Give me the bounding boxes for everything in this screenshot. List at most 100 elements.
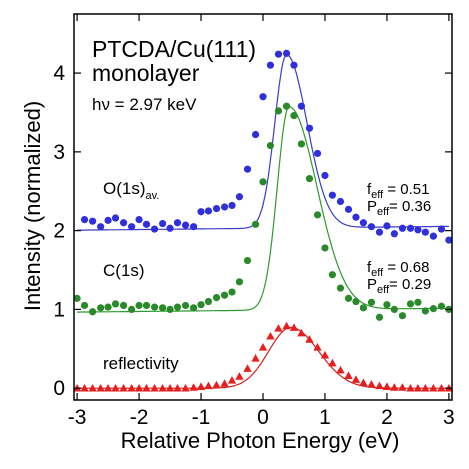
- series-label-carbon: C(1s): [103, 261, 145, 280]
- data-point: [189, 383, 198, 391]
- data-point: [166, 224, 174, 232]
- data-point: [212, 380, 221, 389]
- x-axis-title: Relative Photon Energy (eV): [121, 428, 400, 453]
- data-point: [437, 302, 446, 310]
- data-point: [235, 372, 244, 380]
- data-point: [97, 223, 105, 231]
- data-point: [398, 312, 407, 320]
- data-point: [437, 383, 446, 392]
- data-point: [128, 223, 136, 231]
- data-point: [398, 383, 407, 391]
- series-label-reflectivity: reflectivity: [103, 354, 179, 373]
- data-point: [390, 230, 398, 238]
- data-point: [344, 205, 353, 213]
- carbon-p-eff: Peff= 0.29: [367, 276, 431, 296]
- data-point: [111, 300, 120, 308]
- data-point: [375, 228, 384, 236]
- data-point: [367, 223, 376, 231]
- data-point: [320, 350, 330, 359]
- data-point: [235, 278, 244, 286]
- chart-title-line-2: monolayer: [92, 60, 200, 86]
- data-point: [212, 293, 221, 302]
- data-point: [359, 378, 368, 387]
- data-point: [197, 301, 205, 309]
- chart-title-line-1: PTCDA/Cu(111): [92, 36, 256, 62]
- data-point: [197, 208, 205, 216]
- data-point: [88, 383, 97, 392]
- data-point: [158, 383, 167, 392]
- data-point: [104, 216, 112, 224]
- data-point: [181, 383, 190, 392]
- oxygen-p-eff: Peff= 0.36: [367, 198, 431, 218]
- data-point: [359, 304, 367, 312]
- data-point: [321, 171, 329, 180]
- data-point: [259, 178, 267, 186]
- data-point: [159, 219, 167, 228]
- data-point: [196, 382, 206, 390]
- data-point: [135, 301, 143, 310]
- data-point: [80, 301, 89, 310]
- data-point: [96, 383, 105, 392]
- oxygen-f-eff: feff = 0.51: [367, 181, 430, 201]
- data-point: [266, 331, 275, 340]
- data-point: [282, 49, 291, 57]
- data-point: [290, 61, 298, 69]
- data-point: [243, 256, 252, 265]
- data-point: [421, 228, 429, 236]
- data-point: [344, 294, 353, 302]
- data-point: [111, 383, 120, 392]
- data-point: [104, 303, 112, 311]
- data-point: [251, 130, 260, 139]
- data-point: [344, 371, 353, 379]
- data-point: [336, 197, 345, 206]
- data-point: [243, 364, 252, 372]
- y-tick-label: 2: [53, 220, 65, 243]
- data-point: [173, 303, 182, 311]
- data-point: [266, 141, 275, 150]
- data-point: [274, 107, 283, 115]
- series-label-oxygen: O(1s)av.: [103, 179, 159, 202]
- data-point: [321, 244, 329, 252]
- data-point: [266, 61, 275, 69]
- data-point: [367, 380, 376, 388]
- data-point: [243, 165, 252, 173]
- data-point: [328, 271, 337, 279]
- data-point: [173, 383, 182, 392]
- data-point: [97, 304, 105, 312]
- data-point: [150, 303, 159, 311]
- data-point: [413, 383, 423, 392]
- data-point: [328, 191, 337, 199]
- data-point: [313, 211, 322, 219]
- data-point: [142, 220, 151, 228]
- data-point: [150, 383, 159, 392]
- data-point: [142, 383, 151, 392]
- data-point: [235, 193, 244, 201]
- data-point: [119, 219, 128, 227]
- x-tick-label: 0: [257, 406, 269, 429]
- data-point: [289, 323, 299, 331]
- y-axis-title: Intensity (normalized): [20, 101, 45, 311]
- data-point: [375, 381, 384, 390]
- data-point: [382, 382, 392, 390]
- data-point: [128, 305, 136, 314]
- data-point: [290, 112, 298, 120]
- energy-label: hν = 2.97 keV: [92, 95, 197, 114]
- data-point: [421, 383, 430, 392]
- y-tick-label: 4: [53, 62, 65, 85]
- data-point: [251, 220, 260, 228]
- data-point: [134, 383, 144, 392]
- data-point: [142, 301, 151, 310]
- data-point: [204, 297, 213, 306]
- y-tick-label: 3: [53, 141, 65, 164]
- data-point: [383, 301, 391, 309]
- data-point: [406, 224, 415, 232]
- axis-ticks: -3 -2 -1 0 1 2 3 0 1 2 3 4: [53, 14, 455, 429]
- y-tick-label: 1: [53, 298, 65, 321]
- x-tick-label: -2: [130, 406, 149, 429]
- data-point: [88, 217, 97, 225]
- data-point: [313, 149, 322, 158]
- data-point: [313, 343, 322, 351]
- data-point: [204, 381, 213, 390]
- fit-curve-1: [77, 106, 449, 313]
- data-point: [73, 294, 81, 302]
